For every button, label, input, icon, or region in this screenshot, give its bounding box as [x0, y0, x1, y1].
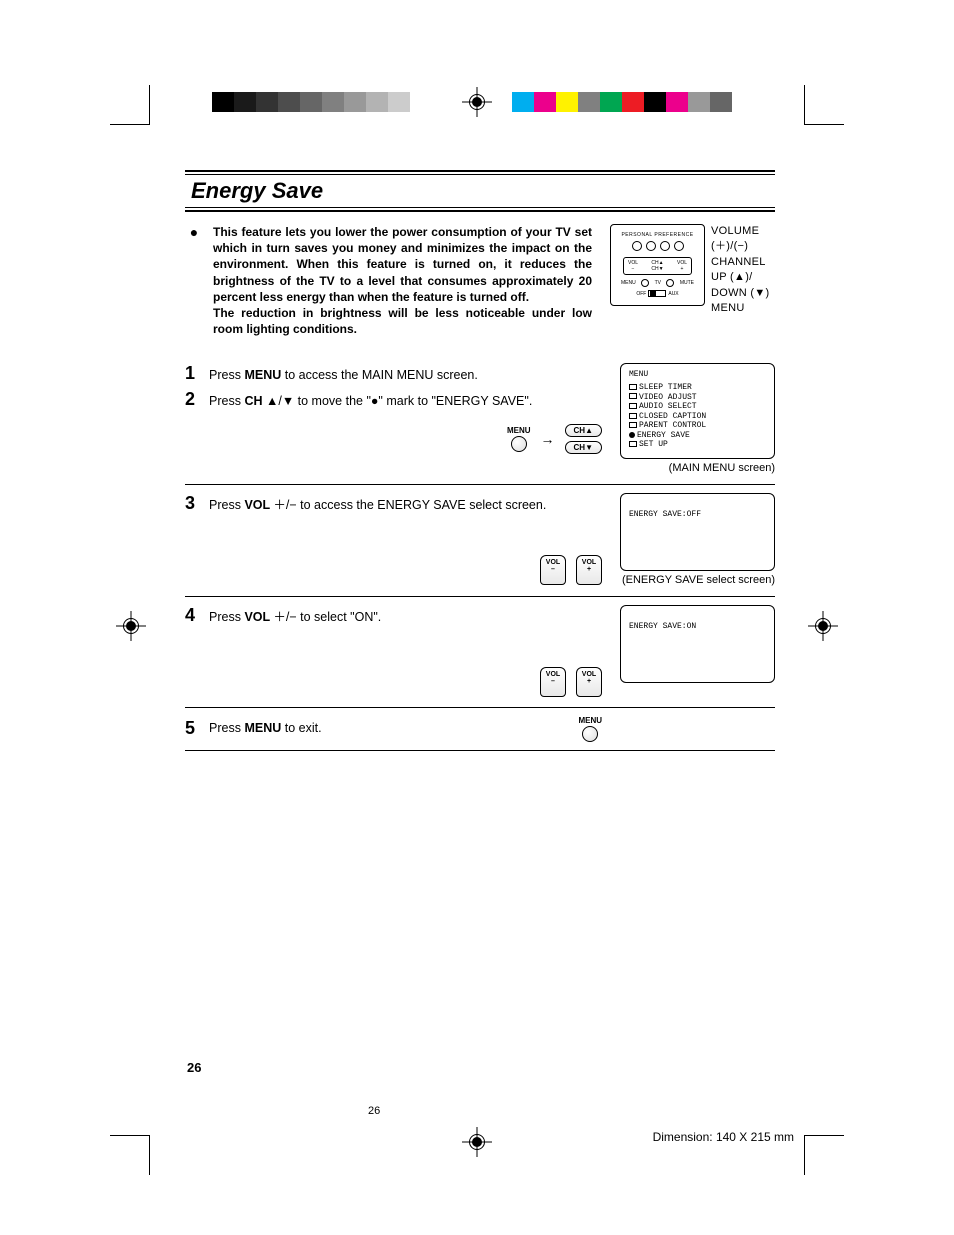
- crop-mark: [110, 85, 150, 125]
- title-box: Energy Save: [185, 170, 775, 212]
- vol-minus-button-icon: VOL–: [540, 667, 566, 697]
- ch-up-button-icon: CH▲: [565, 424, 602, 437]
- arrow-icon: →: [541, 431, 555, 447]
- bullet-icon: ●: [185, 224, 203, 337]
- page-content: Energy Save ● This feature lets you lowe…: [185, 170, 775, 751]
- color-bar: [512, 92, 732, 112]
- crop-mark: [804, 1135, 844, 1175]
- step-2-text: Press CH ▲/▼ to move the "●" mark to "EN…: [209, 393, 612, 411]
- grayscale-bar: [212, 92, 432, 112]
- energy-save-on-screen: ENERGY SAVE:ON: [620, 605, 775, 683]
- energy-save-off-screen: ENERGY SAVE:OFF: [620, 493, 775, 571]
- step-number: 3: [185, 493, 209, 514]
- remote-legend: PERSONAL PREFERENCE VOL− CH▲CH▼ VOL+ MEN…: [610, 224, 775, 337]
- step-number: 5: [185, 718, 209, 739]
- page-title: Energy Save: [185, 174, 775, 208]
- step-number: 1: [185, 363, 209, 384]
- step-3-text: Press VOL ＋/− to access the ENERGY SAVE …: [209, 497, 612, 515]
- menu-button-icon: MENU: [507, 426, 531, 452]
- vol-minus-button-icon: VOL–: [540, 555, 566, 585]
- step-4-text: Press VOL ＋/− to select "ON".: [209, 609, 612, 627]
- step-1-text: Press MENU to access the MAIN MENU scree…: [209, 367, 612, 385]
- remote-diagram: PERSONAL PREFERENCE VOL− CH▲CH▼ VOL+ MEN…: [610, 224, 705, 306]
- intro-text: This feature lets you lower the power co…: [213, 224, 600, 337]
- screen-caption: (MAIN MENU screen): [620, 462, 775, 474]
- step-number: 2: [185, 389, 209, 410]
- crop-mark: [110, 1135, 150, 1175]
- vol-plus-button-icon: VOL+: [576, 667, 602, 697]
- registration-mark-icon: [812, 615, 834, 637]
- menu-button-icon: MENU: [578, 716, 602, 742]
- registration-mark-icon: [120, 615, 142, 637]
- ch-down-button-icon: CH▼: [565, 441, 602, 454]
- remote-labels: VOLUME (＋)/(−) CHANNEL UP (▲)/ DOWN (▼) …: [711, 224, 770, 316]
- crop-mark: [804, 85, 844, 125]
- registration-mark-icon: [466, 1131, 488, 1153]
- step-5-text: Press MENU to exit.: [209, 720, 578, 738]
- step-number: 4: [185, 605, 209, 626]
- dimension-text: Dimension: 140 X 215 mm: [653, 1130, 794, 1144]
- page-number: 26: [187, 1060, 201, 1075]
- registration-mark-icon: [466, 91, 488, 113]
- vol-plus-button-icon: VOL+: [576, 555, 602, 585]
- screen-caption: (ENERGY SAVE select screen): [620, 574, 775, 586]
- page-number-small: 26: [368, 1105, 380, 1117]
- main-menu-screen: MENUSLEEP TIMERVIDEO ADJUSTAUDIO SELECTC…: [620, 363, 775, 459]
